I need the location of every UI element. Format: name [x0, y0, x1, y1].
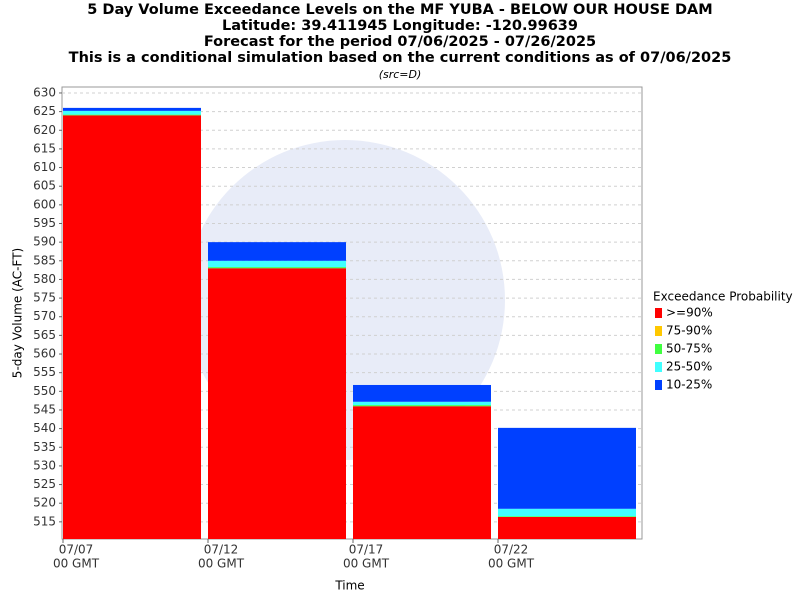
legend-swatch — [655, 380, 662, 390]
legend-label: >=90% — [666, 306, 713, 320]
source-note: (src=D) — [379, 68, 422, 81]
subtitle: This is a conditional simulation based o… — [69, 50, 732, 66]
y-tick-label: 590 — [33, 235, 56, 249]
y-tick-label: 600 — [33, 197, 56, 211]
x-tick-suffix: 00 GMT — [343, 557, 390, 571]
subtitle: Forecast for the period 07/06/2025 - 07/… — [204, 34, 596, 50]
legend-label: 75-90% — [666, 324, 712, 338]
legend-swatch — [655, 344, 662, 354]
y-tick-label: 530 — [33, 458, 56, 472]
bar-segment — [353, 406, 491, 539]
bar-segment — [498, 516, 636, 539]
x-axis-label: Time — [334, 579, 364, 593]
x-tick-suffix: 00 GMT — [198, 557, 245, 571]
bar-segment — [498, 508, 636, 517]
y-tick-label: 615 — [33, 141, 56, 155]
bar-segment — [208, 267, 346, 269]
y-tick-label: 625 — [33, 104, 56, 118]
legend-swatch — [655, 326, 662, 336]
y-axis-label: 5-day Volume (AC-FT) — [11, 248, 25, 378]
bar-segment — [63, 115, 201, 539]
bar-segment — [63, 110, 201, 115]
y-tick-label: 520 — [33, 496, 56, 510]
y-tick-label: 605 — [33, 179, 56, 193]
chart-title: 5 Day Volume Exceedance Levels on the MF… — [87, 2, 712, 18]
legend-label: 25-50% — [666, 360, 712, 374]
bar-segment — [353, 401, 491, 406]
y-tick-label: 575 — [33, 291, 56, 305]
y-tick-label: 580 — [33, 272, 56, 286]
y-tick-label: 595 — [33, 216, 56, 230]
y-tick-label: 585 — [33, 253, 56, 267]
legend-swatch — [655, 308, 662, 318]
y-tick-label: 515 — [33, 514, 56, 528]
subtitle: Latitude: 39.411945 Longitude: -120.9963… — [222, 18, 578, 34]
bar-segment — [63, 107, 201, 111]
x-tick-suffix: 00 GMT — [488, 557, 535, 571]
bar-segment — [498, 516, 636, 517]
y-tick-label: 610 — [33, 160, 56, 174]
bar-segment — [498, 427, 636, 509]
bar-segment — [353, 405, 491, 407]
y-tick-label: 560 — [33, 347, 56, 361]
legend-label: 50-75% — [666, 342, 712, 356]
y-tick-label: 525 — [33, 477, 56, 491]
bar-segment — [63, 114, 201, 116]
bar-segment — [208, 260, 346, 268]
y-tick-label: 565 — [33, 328, 56, 342]
bar-segment — [353, 384, 491, 402]
legend-title: Exceedance Probability — [653, 290, 793, 304]
x-tick-label: 07/07 — [59, 543, 94, 557]
y-tick-label: 535 — [33, 440, 56, 454]
legend-label: 10-25% — [666, 378, 712, 392]
y-tick-label: 555 — [33, 365, 56, 379]
y-tick-label: 545 — [33, 402, 56, 416]
x-tick-label: 07/12 — [204, 543, 239, 557]
bar-segment — [208, 268, 346, 539]
y-tick-label: 630 — [33, 85, 56, 99]
y-tick-label: 620 — [33, 123, 56, 137]
x-tick-label: 07/22 — [494, 543, 529, 557]
x-tick-suffix: 00 GMT — [53, 557, 100, 571]
x-tick-label: 07/17 — [349, 543, 384, 557]
y-tick-label: 540 — [33, 421, 56, 435]
bar-segment — [208, 242, 346, 261]
legend-swatch — [655, 362, 662, 372]
y-tick-label: 570 — [33, 309, 56, 323]
y-tick-label: 550 — [33, 384, 56, 398]
